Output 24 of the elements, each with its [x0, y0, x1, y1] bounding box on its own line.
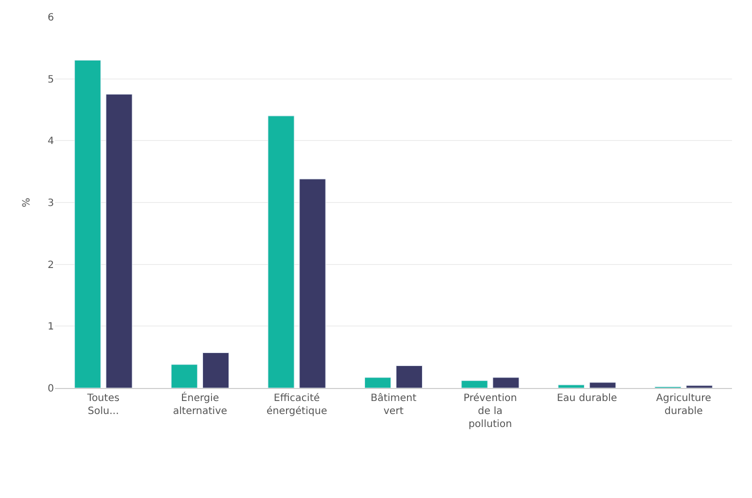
bar — [461, 380, 488, 388]
bar — [492, 377, 520, 388]
x-tick-label: Agriculture durable — [656, 393, 712, 417]
x-tick-label: Prévention de la pollution — [463, 393, 517, 430]
y-tick-label: 1 — [48, 322, 54, 333]
bar — [686, 385, 713, 388]
y-tick-label: 2 — [48, 260, 54, 271]
y-tick-label: 4 — [48, 136, 54, 148]
bar — [364, 377, 392, 388]
x-tick-label: Énergie alternative — [172, 391, 228, 417]
y-tick-label: 6 — [48, 12, 54, 24]
y-tick-label: 5 — [48, 74, 54, 86]
bar — [396, 365, 423, 388]
x-tick-label: Efficacité énergétique — [266, 393, 328, 417]
y-axis-title: % — [22, 198, 33, 208]
x-tick-label: Bâtiment vert — [370, 393, 416, 417]
x-tick-label: Toutes Solu... — [86, 393, 120, 417]
x-tick-label: Eau durable — [556, 393, 618, 404]
bar — [558, 384, 585, 388]
y-tick-label: 3 — [48, 198, 54, 209]
bar — [202, 352, 230, 388]
y-tick-label: 0 — [48, 384, 54, 394]
bar — [589, 382, 616, 388]
bar — [171, 364, 198, 388]
